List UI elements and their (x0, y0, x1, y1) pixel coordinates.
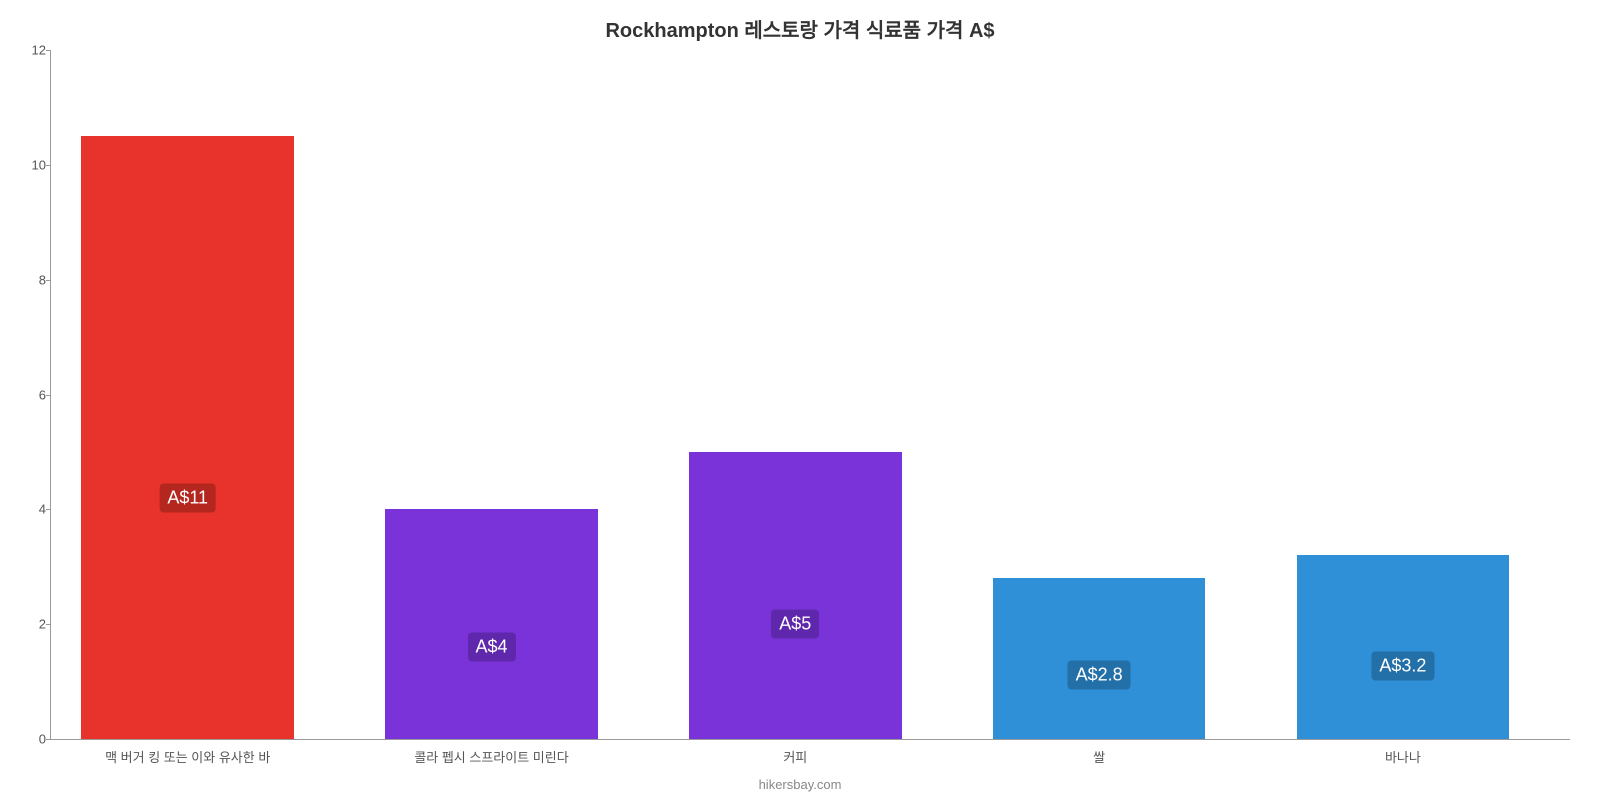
price-bar-chart: Rockhampton 레스토랑 가격 식료품 가격 A$ 024681012A… (0, 0, 1600, 800)
y-tick-mark (46, 395, 51, 396)
bar-value-badge: A$2.8 (1068, 660, 1131, 689)
bar (689, 452, 902, 739)
bar-value-badge: A$3.2 (1371, 651, 1434, 680)
y-tick-label: 0 (16, 732, 46, 747)
bar (1297, 555, 1510, 739)
x-tick-label: 커피 (783, 747, 807, 766)
y-tick-mark (46, 165, 51, 166)
plot-area: 024681012A$11맥 버거 킹 또는 이와 유사한 바A$4콜라 펩시 … (50, 50, 1570, 740)
y-tick-mark (46, 739, 51, 740)
y-tick-label: 10 (16, 157, 46, 172)
y-tick-label: 4 (16, 502, 46, 517)
x-tick-label: 맥 버거 킹 또는 이와 유사한 바 (105, 747, 270, 766)
bar-value-badge: A$4 (467, 633, 515, 662)
bar-value-badge: A$5 (771, 610, 819, 639)
bar (385, 509, 598, 739)
bar (81, 136, 294, 739)
y-tick-mark (46, 50, 51, 51)
bar-value-badge: A$11 (159, 483, 216, 512)
chart-credit: hikersbay.com (0, 777, 1600, 792)
x-tick-label: 콜라 펩시 스프라이트 미린다 (414, 747, 568, 766)
x-tick-label: 쌀 (1093, 747, 1105, 766)
y-tick-label: 6 (16, 387, 46, 402)
x-tick-label: 바나나 (1385, 747, 1421, 766)
y-tick-mark (46, 624, 51, 625)
y-tick-label: 12 (16, 43, 46, 58)
bar (993, 578, 1206, 739)
y-tick-mark (46, 280, 51, 281)
y-tick-label: 2 (16, 617, 46, 632)
chart-title: Rockhampton 레스토랑 가격 식료품 가격 A$ (0, 14, 1600, 43)
y-tick-label: 8 (16, 272, 46, 287)
y-tick-mark (46, 509, 51, 510)
